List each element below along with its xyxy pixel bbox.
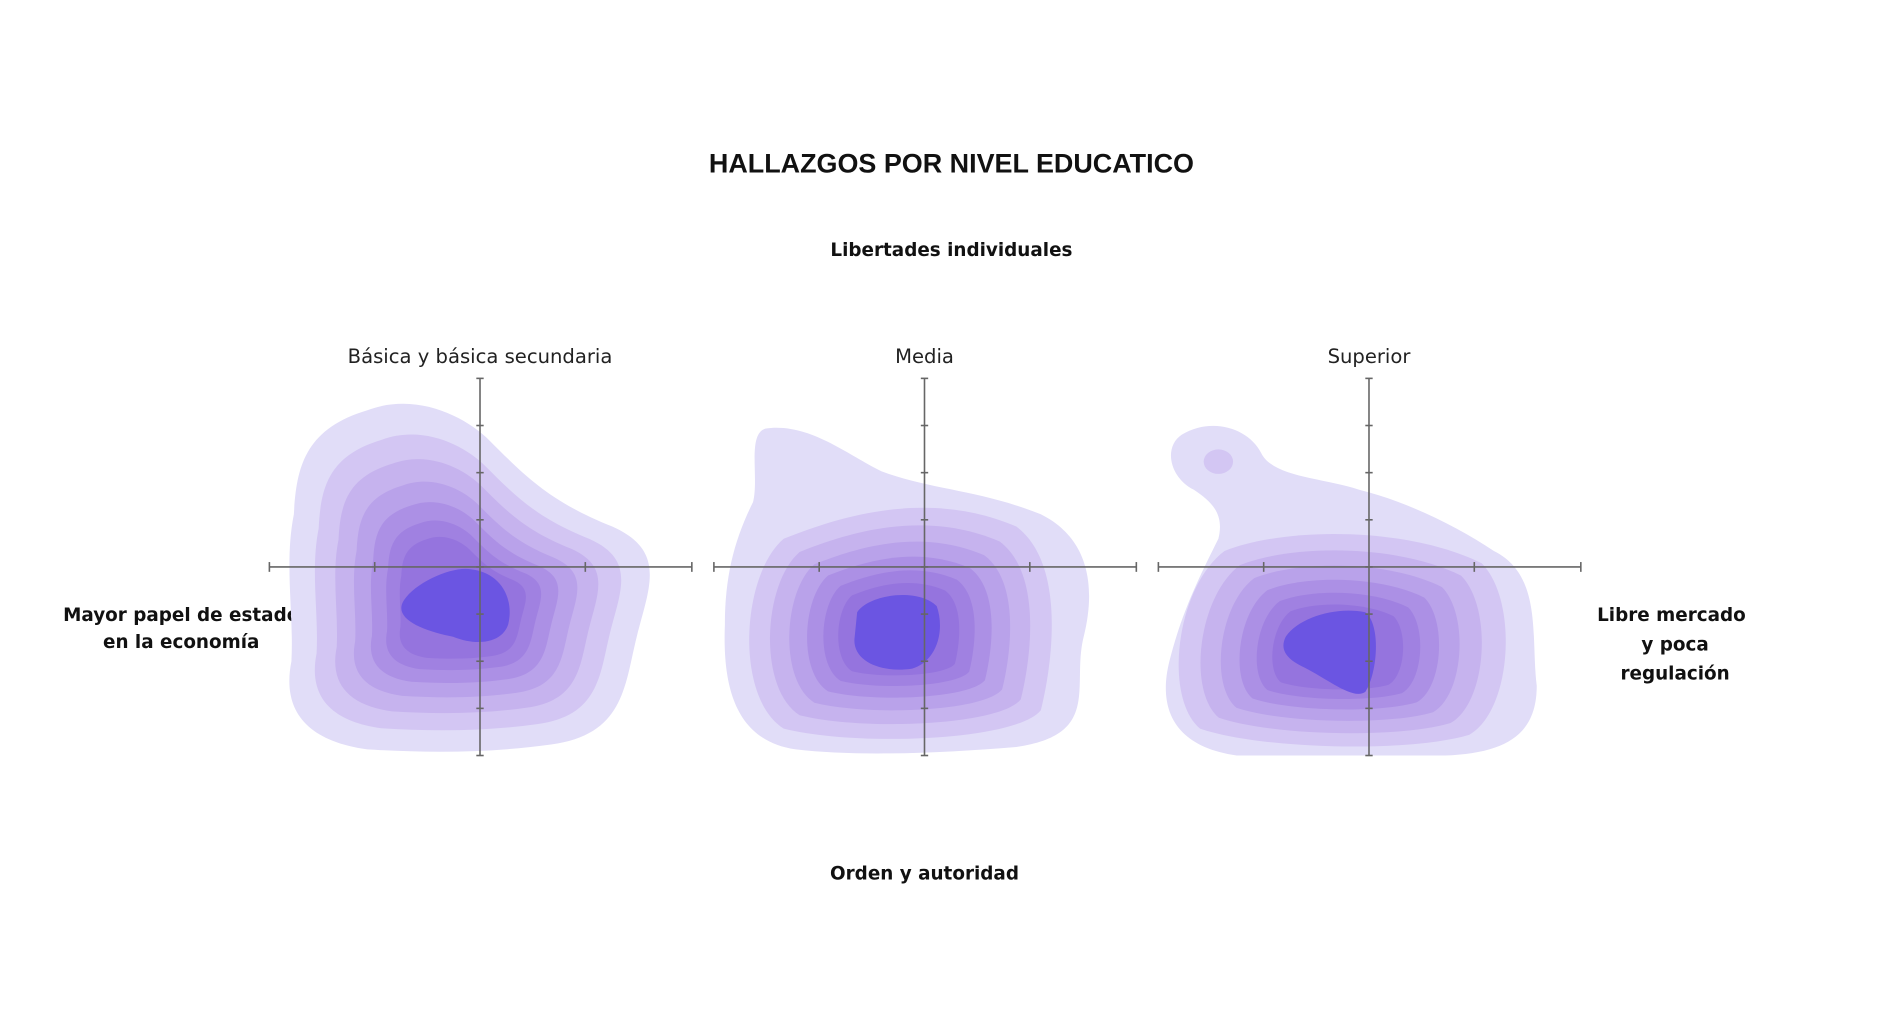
density-contour	[1203, 449, 1234, 474]
panel-title: Básica y básica secundaria	[348, 345, 613, 368]
right-label: regulación	[1620, 664, 1729, 685]
panel-title: Superior	[1328, 345, 1412, 368]
left-label: en la economía	[103, 632, 259, 653]
density-core	[854, 595, 940, 670]
chart-title: HALLAZGOS POR NIVEL EDUCATICO	[709, 148, 1194, 178]
panel-title: Media	[895, 345, 954, 368]
density-core	[401, 568, 510, 643]
left-label: Mayor papel de estado	[63, 605, 299, 626]
right-label: y poca	[1641, 634, 1708, 655]
density-core	[1283, 610, 1376, 694]
right-label: Libre mercado	[1597, 605, 1746, 626]
chart-body: HALLAZGOS POR NIVEL EDUCATICO Libertades…	[63, 148, 1746, 884]
top-label: Libertades individuales	[830, 240, 1072, 261]
bottom-label: Orden y autoridad	[830, 863, 1019, 884]
